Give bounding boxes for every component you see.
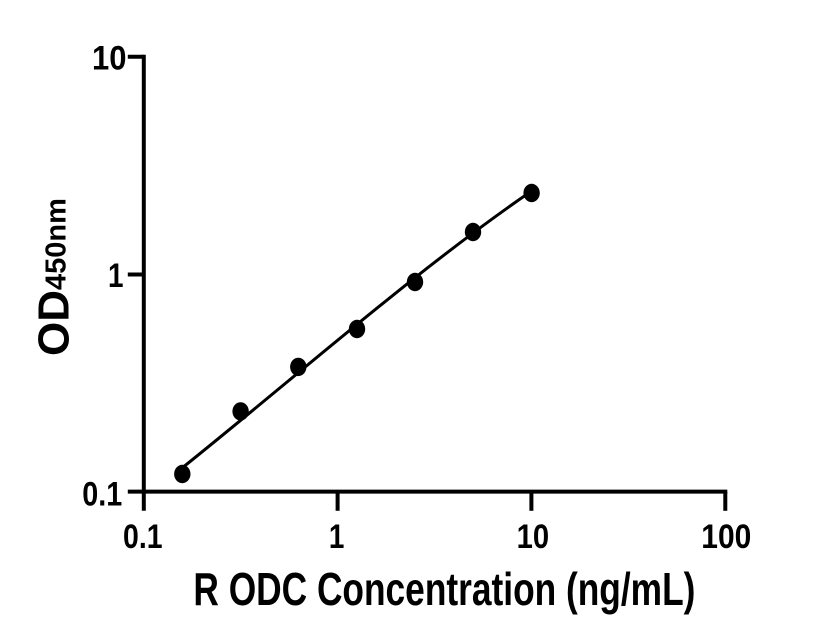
svg-text:OD: OD — [29, 290, 78, 356]
svg-text:R ODC Concentration (ng/mL): R ODC Concentration (ng/mL) — [193, 563, 695, 615]
svg-text:100: 100 — [701, 518, 751, 556]
svg-text:0.1: 0.1 — [123, 518, 163, 556]
svg-text:1: 1 — [329, 518, 345, 556]
svg-text:0.1: 0.1 — [82, 476, 122, 514]
svg-text:1: 1 — [108, 257, 124, 295]
svg-text:450nm: 450nm — [40, 198, 72, 290]
svg-text:10: 10 — [517, 518, 550, 556]
svg-text:10: 10 — [92, 40, 127, 78]
